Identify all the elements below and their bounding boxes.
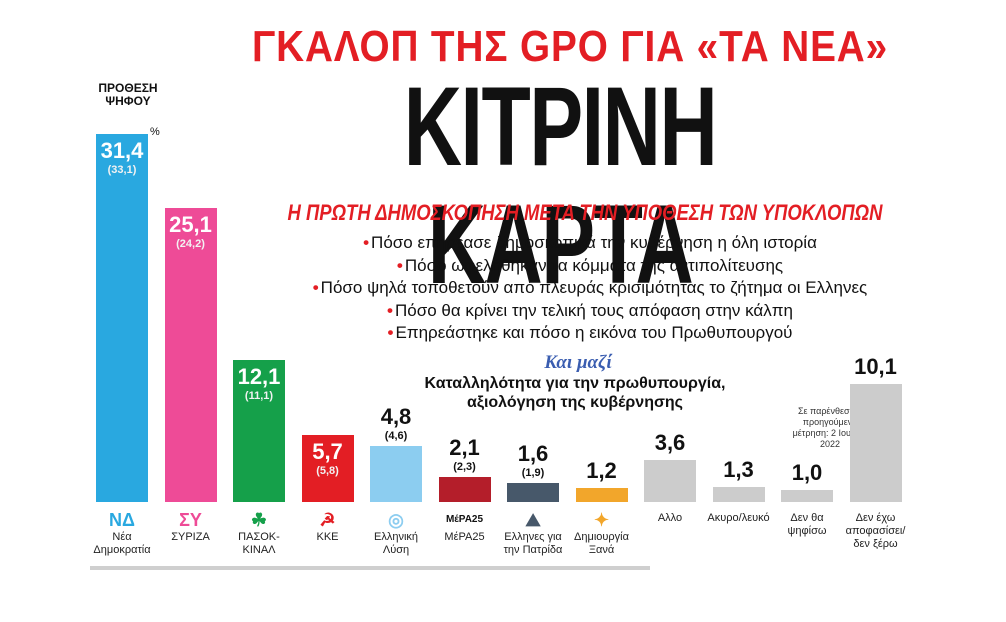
top-title: ΓΚΑΛΟΠ ΤΗΣ GPO ΓΙΑ «ΤΑ ΝΕΑ» bbox=[251, 22, 889, 71]
together-subtitle: Καταλληλότητα για την πρωθυπουργία, αξιο… bbox=[405, 374, 745, 412]
category-label: Ακυρο/λευκό bbox=[707, 512, 770, 524]
subtitle: Η ΠΡΩΤΗ ΔΗΜΟΣΚΟΠΗΣΗ ΜΕΤΑ ΤΗΝ ΥΠΟΘΕΣΗ ΤΩΝ… bbox=[287, 200, 883, 225]
bar-value-label: 4,8 bbox=[380, 403, 412, 429]
bar-8 bbox=[644, 459, 696, 502]
previous-value-label: (2,3) bbox=[453, 461, 476, 474]
previous-value-label: (5,8) bbox=[316, 465, 339, 478]
bar-value-label: 3,6 bbox=[654, 429, 686, 455]
previous-measurement-note: Σε παρένθεση η προηγούμενη μέτρηση: 2 Ιο… bbox=[792, 406, 868, 449]
divider bbox=[90, 566, 650, 570]
bar-7 bbox=[575, 487, 628, 502]
bar-4 bbox=[370, 445, 422, 502]
percent-sign: % bbox=[150, 126, 160, 138]
party-logo-icon: ΝΔ bbox=[109, 510, 135, 530]
bar-9 bbox=[712, 486, 765, 502]
bar-value-label: 10,1 bbox=[854, 353, 897, 379]
category-label: ΜέΡΑ25 bbox=[444, 531, 485, 543]
bullet-item: Επηρεάστηκε και πόσο η εικόνα του Πρωθυπ… bbox=[245, 322, 935, 345]
category-label: Δεν έχω αποφασίσει/δεν ξέρω bbox=[845, 512, 906, 550]
bar-value-label: 1,3 bbox=[723, 456, 754, 482]
bar-value-label: 5,7 bbox=[312, 439, 343, 465]
previous-value-label: (1,9) bbox=[521, 467, 545, 480]
bar-value-label: 31,4 bbox=[100, 138, 144, 163]
category-label: ΣΥΡΙΖΑ bbox=[171, 531, 210, 543]
bar-3 bbox=[301, 435, 354, 502]
party-logo-icon: ☘ bbox=[250, 510, 268, 530]
bar-5 bbox=[438, 477, 491, 502]
bullet-item: Πόσο θα κρίνει την τελική τους απόφαση σ… bbox=[245, 300, 935, 323]
bar-value-label: 12,1 bbox=[237, 364, 281, 390]
together-line-1: Καταλληλότητα για την πρωθυπουργία, bbox=[424, 375, 726, 392]
party-logo-icon: ΣΥ bbox=[179, 510, 202, 530]
together-line-2: αξιολόγηση της κυβέρνησης bbox=[467, 394, 683, 411]
bar-value-label: 1,2 bbox=[586, 457, 617, 483]
previous-value-label: (4,6) bbox=[384, 429, 408, 442]
bar-0 bbox=[96, 134, 148, 502]
previous-value-label: (24,2) bbox=[176, 237, 205, 250]
bar-6 bbox=[507, 483, 559, 502]
category-label: Δεν θα ψηφίσω bbox=[787, 512, 827, 537]
bullet-list: Πόσο επηρέασε δημοσκοπικά την κυβέρνηση … bbox=[245, 232, 935, 345]
bullet-item: Πόσο ωφελήθηκαν τα κόμματα της αντιπολίτ… bbox=[245, 255, 935, 278]
category-label: Νέα Δημοκρατία bbox=[93, 531, 151, 556]
bar-2 bbox=[233, 360, 285, 502]
category-label: ΠΑΣΟΚ-ΚΙΝΑΛ bbox=[238, 531, 280, 556]
bar-value-label: 2,1 bbox=[449, 435, 480, 461]
bar-11 bbox=[849, 383, 902, 502]
category-label: Ελληνική Λύση bbox=[373, 531, 419, 556]
bar-value-label: 1,6 bbox=[517, 441, 549, 467]
bullet-item: Πόσο επηρέασε δημοσκοπικά την κυβέρνηση … bbox=[245, 232, 935, 255]
party-logo-icon: ΜέΡΑ25 bbox=[445, 514, 484, 525]
category-label: Αλλο bbox=[657, 512, 683, 524]
bar-1 bbox=[164, 207, 217, 502]
together-label: Και μαζί bbox=[544, 352, 612, 373]
bullet-item: Πόσο ψηλά τοποθετούν από πλευράς κρισιμό… bbox=[245, 277, 935, 300]
bar-10 bbox=[781, 490, 833, 502]
previous-value-label: (11,1) bbox=[244, 390, 274, 403]
party-logo-icon: ◎ bbox=[388, 510, 404, 530]
category-label: Ελληνες για την Πατρίδα bbox=[503, 531, 563, 556]
category-label: Δημιουργία Ξανά bbox=[574, 531, 629, 556]
category-label: ΚΚΕ bbox=[316, 531, 339, 543]
party-logo-icon: ⛰ bbox=[525, 510, 541, 530]
bar-value-label: 1,0 bbox=[791, 460, 823, 486]
party-logo-icon: ✦ bbox=[593, 510, 610, 530]
bar-value-label: 25,1 bbox=[169, 211, 212, 237]
party-logo-icon: ☭ bbox=[319, 510, 336, 530]
previous-value-label: (33,1) bbox=[107, 164, 137, 176]
vote-intent-label: ΠΡΟΘΕΣΗ ΨΗΦΟΥ bbox=[98, 81, 158, 108]
